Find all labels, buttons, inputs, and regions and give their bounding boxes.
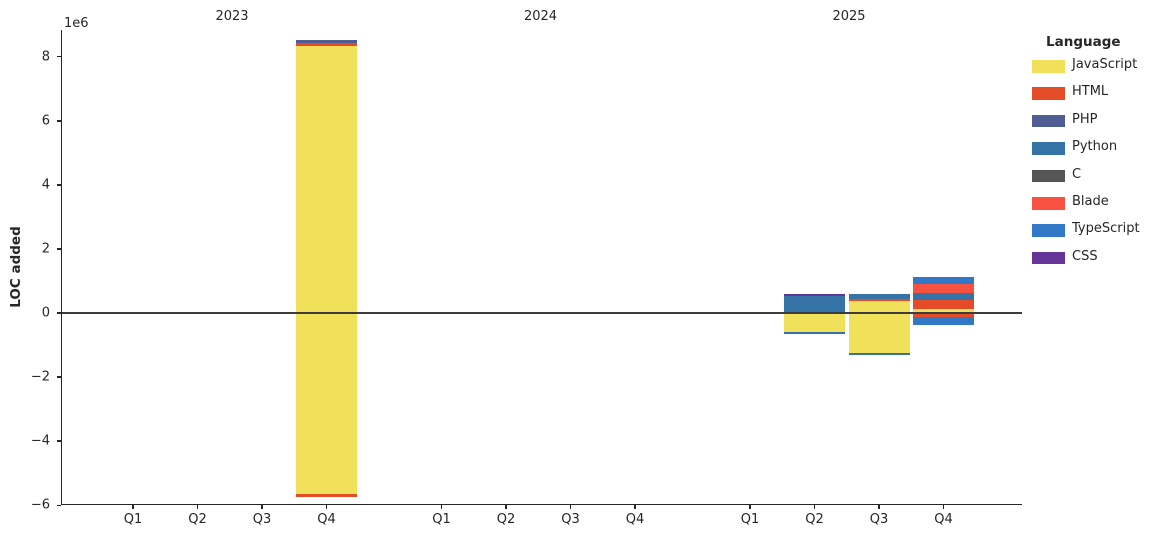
y-tick-label-−4: −4: [30, 433, 50, 449]
x-tickmark-2025-Q2: [813, 504, 816, 509]
legend-label: JavaScript: [1072, 57, 1138, 72]
x-tickmark-2025-Q4: [942, 504, 945, 509]
x-tickmark-2025-Q1: [749, 504, 751, 509]
bar-2025-Q2-Python-pos: [784, 295, 845, 313]
legend-label: Blade: [1072, 194, 1109, 209]
legend-swatch-icon: [1032, 169, 1065, 183]
x-tickmark-2023-Q2: [196, 504, 199, 509]
bar-2023-Q4-HTML-neg: [296, 494, 357, 497]
x-tick-label-2025-Q2: Q2: [805, 512, 824, 527]
x-tick-label-2023-Q2: Q2: [188, 512, 207, 527]
x-tick-label-2024-Q2: Q2: [496, 512, 516, 527]
x-tick-label-2023-Q3: Q3: [252, 512, 272, 527]
year-label-2023: 2023: [215, 9, 249, 24]
bar-2025-Q4-HTML-pos: [913, 299, 974, 309]
y-tickmark-−4: [56, 440, 61, 442]
zero-line: [62, 312, 1022, 314]
legend-label: Python: [1072, 139, 1118, 155]
x-tick-label-2024-Q4: Q4: [625, 512, 645, 527]
y-tickmark-6: [56, 120, 61, 122]
y-tickmark-−2: [56, 376, 61, 378]
legend-swatch-icon: [1032, 114, 1065, 128]
y-tickmark-0: [56, 312, 61, 314]
legend-label: TypeScript: [1072, 221, 1140, 237]
x-tick-label-2025-Q3: Q3: [869, 512, 889, 527]
x-tick-label-2024-Q3: Q3: [561, 512, 580, 527]
y-tick-label-8: 8: [41, 49, 50, 65]
legend-items: JavaScript HTML PHP Python C Blade TypeScript C…: [1032, 57, 1140, 276]
legend-swatch-icon: [1032, 197, 1065, 210]
x-tick-label-2025-Q4: Q4: [934, 512, 953, 527]
bar-2023-Q4-JavaScript-neg: [296, 313, 357, 495]
x-tickmark-2023-Q3: [261, 504, 263, 509]
y-tick-label-6: 6: [41, 113, 50, 129]
legend-label: CSS: [1072, 248, 1098, 264]
bar-2025-Q4-JavaScript-pos: [913, 308, 974, 313]
x-tickmark-2024-Q1: [440, 504, 443, 509]
bar-2025-Q4-TypeScript-pos: [913, 276, 974, 284]
x-tick-label-2023-Q1: Q1: [123, 512, 143, 527]
legend-swatch-icon: [1032, 224, 1065, 237]
bar-2025-Q3-Python-neg: [848, 352, 910, 355]
bar-2025-Q3-HTML-pos: [848, 298, 910, 302]
year-label-2025: 2025: [832, 9, 866, 24]
x-tickmark-2024-Q3: [569, 504, 572, 509]
bar-2025-Q4-Python-pos: [913, 293, 974, 300]
legend-swatch-icon: [1032, 60, 1065, 73]
bar-2023-Q4-HTML-pos: [296, 43, 357, 46]
legend-swatch-icon: [1032, 251, 1065, 265]
y-axis-label: LOC added: [8, 226, 24, 308]
legend-title: Language: [1046, 34, 1121, 50]
bar-2025-Q2-JavaScript-neg: [784, 313, 845, 332]
x-tick-label-2025-Q1: Q1: [740, 512, 760, 527]
legend: Language JavaScript HTML PHP Python C Blade Ty…: [1032, 34, 1140, 276]
bar-2025-Q4-Blade-pos: [913, 283, 974, 294]
x-tickmark-2024-Q2: [505, 504, 507, 509]
y-axis-offset-text: 1e6: [64, 16, 89, 31]
x-tickmark-2024-Q4: [634, 504, 636, 509]
y-tick-label-−6: −6: [30, 497, 50, 513]
x-tickmark-2025-Q3: [878, 504, 880, 509]
y-tick-label-0: 0: [41, 305, 50, 321]
bar-2025-Q2-Python-neg: [784, 331, 845, 334]
bar-2025-Q4-HTML-neg: [913, 313, 974, 317]
legend-label: HTML: [1072, 84, 1109, 100]
bottom-spine: [60, 503, 1022, 505]
year-label-2024: 2024: [523, 9, 558, 24]
y-tickmark-8: [56, 56, 61, 58]
x-tickmark-2023-Q1: [132, 504, 134, 509]
bar-2025-Q2-CSS-pos: [784, 293, 845, 296]
y-tickmark-2: [56, 248, 61, 250]
y-tickmark-−6: [56, 504, 61, 506]
legend-label: PHP: [1072, 111, 1098, 127]
y-tick-label-4: 4: [41, 177, 50, 193]
legend-swatch-icon: [1032, 87, 1065, 100]
x-tick-label-2023-Q4: Q4: [317, 512, 336, 527]
bar-2023-Q4-PHP-pos: [296, 40, 357, 44]
y-tick-label-−2: −2: [30, 369, 50, 385]
legend-swatch-icon: [1032, 142, 1065, 155]
bar-2025-Q3-JavaScript-pos: [848, 301, 910, 313]
bar-2023-Q4-JavaScript-pos: [296, 45, 357, 313]
x-tickmark-2023-Q4: [325, 504, 328, 509]
legend-label: C: [1072, 166, 1082, 182]
y-tickmark-4: [56, 184, 61, 186]
y-tick-label-2: 2: [41, 241, 50, 257]
bar-2025-Q3-JavaScript-neg: [848, 313, 910, 353]
x-tick-label-2024-Q1: Q1: [432, 512, 451, 527]
bar-2025-Q4-TypeScript-neg: [913, 316, 974, 325]
left-spine: [60, 30, 62, 504]
bar-2025-Q3-Python-pos: [848, 293, 910, 299]
